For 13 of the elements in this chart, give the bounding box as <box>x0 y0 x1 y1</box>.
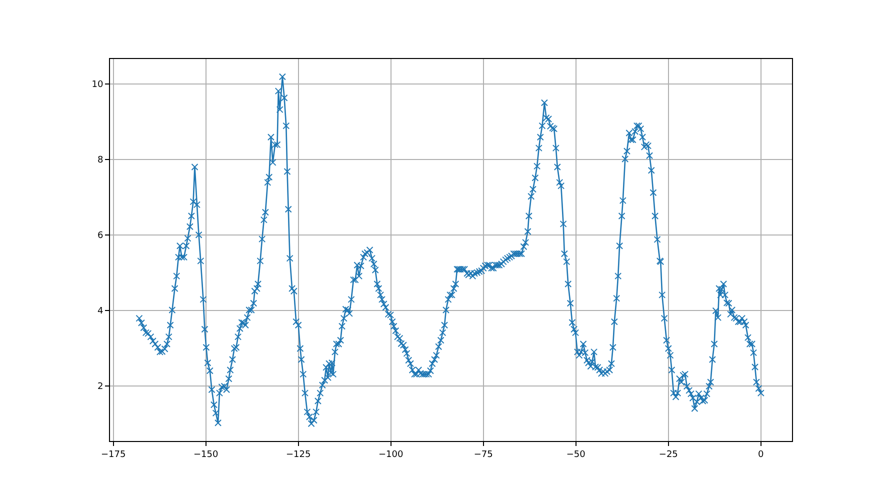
y-tick-label: 6 <box>97 231 104 242</box>
x-tick-label: −125 <box>286 450 311 460</box>
y-tick-label: 2 <box>97 382 104 392</box>
y-tick-label: 4 <box>97 306 104 317</box>
y-tick-label: 10 <box>92 80 104 90</box>
y-tick-label: 8 <box>97 156 104 166</box>
x-tick-label: −75 <box>474 450 493 460</box>
x-tick-label: −50 <box>566 450 586 460</box>
x-tick-label: 0 <box>758 450 764 460</box>
x-tick-label: −175 <box>100 450 126 460</box>
x-tick-label: −150 <box>193 450 218 460</box>
x-tick-label: −100 <box>378 450 404 460</box>
x-tick-label: −25 <box>658 450 678 460</box>
